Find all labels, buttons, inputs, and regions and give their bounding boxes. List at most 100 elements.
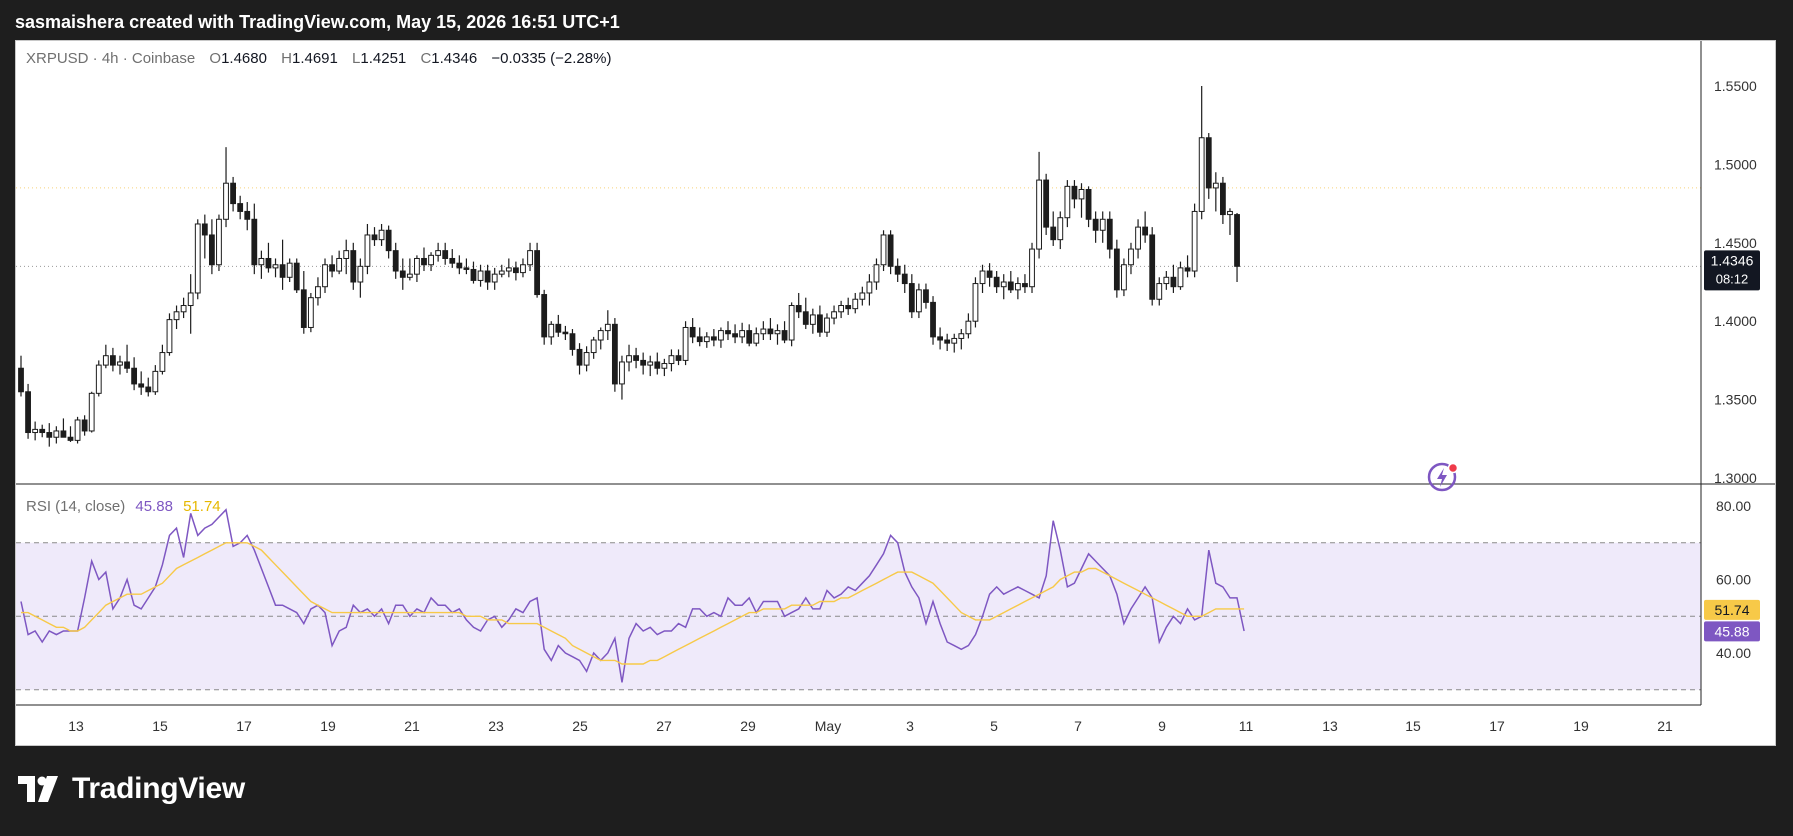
candle [81, 415, 88, 436]
candle-body [923, 289, 929, 303]
price-tick-label: 1.5000 [1714, 156, 1757, 172]
candle-body [378, 229, 385, 241]
candle [845, 297, 852, 315]
candle [406, 258, 413, 281]
candle [1022, 274, 1028, 293]
candle [647, 355, 654, 377]
candle [1128, 242, 1134, 275]
candle-body [187, 292, 194, 307]
candle-body [1036, 179, 1042, 250]
candle [633, 347, 639, 369]
candle-body [809, 314, 816, 325]
candle [378, 223, 385, 246]
candle-body [1142, 226, 1149, 236]
candle [930, 296, 936, 345]
candle [520, 258, 526, 278]
candle-body [597, 330, 604, 341]
price-tick-label: 1.4000 [1714, 313, 1757, 329]
candle-body [1014, 283, 1021, 291]
candle [548, 321, 555, 345]
candle [1121, 258, 1127, 297]
candle-body [710, 336, 717, 341]
time-tick-label: May [815, 718, 841, 734]
candle-body [350, 250, 357, 283]
last-price-label: 1.4346 08:12 [1704, 250, 1760, 291]
candle-body [703, 336, 710, 343]
candle [513, 261, 519, 281]
candle [809, 308, 816, 334]
candle-body [95, 364, 102, 394]
svg-text:51.74: 51.74 [1714, 602, 1749, 618]
candle-body [576, 348, 583, 366]
chart-header-text: sasmaishera created with TradingView.com… [15, 12, 620, 32]
candle-body [392, 250, 399, 272]
candle-body [887, 234, 894, 267]
candle-body [1191, 210, 1198, 272]
candle [1142, 211, 1149, 243]
candle-body [201, 223, 208, 236]
candle [463, 258, 470, 275]
candle-body [329, 264, 335, 272]
candle-body [152, 370, 159, 393]
candle [110, 347, 116, 372]
candle-body [336, 257, 343, 272]
candle [1057, 211, 1064, 250]
candle-body [1106, 218, 1113, 250]
candle [152, 365, 159, 395]
time-tick-label: 3 [906, 718, 914, 734]
candle-body [781, 330, 788, 341]
time-tick-label: 13 [1322, 718, 1338, 734]
candle-body [668, 355, 675, 365]
candle [746, 324, 753, 347]
price-tick-label: 1.3000 [1714, 470, 1757, 486]
candle [944, 333, 951, 351]
candle-body [1085, 188, 1092, 220]
candle-body [1113, 248, 1120, 291]
candle-body [159, 352, 166, 372]
candle [583, 346, 590, 372]
candle-body [675, 355, 682, 361]
time-tick-label: 25 [572, 718, 588, 734]
candle-body [838, 305, 845, 313]
candle-body [689, 326, 696, 338]
candle [1163, 271, 1170, 290]
candle [251, 203, 258, 275]
candle [32, 421, 39, 441]
time-tick-label: 7 [1074, 718, 1082, 734]
candle-body [117, 361, 123, 366]
candle-body [979, 270, 986, 285]
candle-body [1092, 218, 1099, 231]
candle-body [831, 311, 837, 319]
chart-svg[interactable]: 1.5500 1.5000 1.4500 1.4000 1.3500 1.3000 80.0… [16, 41, 1775, 745]
candle [399, 258, 406, 290]
candle [498, 264, 505, 278]
candle [435, 242, 442, 262]
candle-body [1212, 182, 1219, 189]
candle-body [39, 428, 46, 434]
candle-body [541, 294, 548, 338]
candle-body [880, 234, 887, 266]
candle-body [640, 359, 647, 366]
candle-body [131, 367, 138, 385]
candle [696, 327, 703, 347]
candle [1234, 213, 1240, 282]
candle [216, 214, 222, 272]
candle-body [322, 264, 328, 288]
candle [208, 219, 215, 275]
candle-body [343, 250, 350, 259]
candle [1085, 186, 1092, 228]
candle [1177, 261, 1184, 290]
candle [937, 327, 944, 350]
candle [279, 239, 286, 290]
tradingview-brand[interactable]: TradingView [18, 772, 245, 806]
candle [88, 391, 95, 433]
candle-body [463, 267, 470, 270]
candle-body [279, 264, 286, 278]
candle [901, 264, 908, 293]
candle-body [788, 305, 795, 341]
ai-assistant-icon[interactable] [1427, 462, 1459, 492]
candle-body [845, 305, 852, 310]
candle [1099, 211, 1106, 243]
legend-high: 1.4691 [292, 50, 338, 67]
candle-body [633, 355, 639, 361]
